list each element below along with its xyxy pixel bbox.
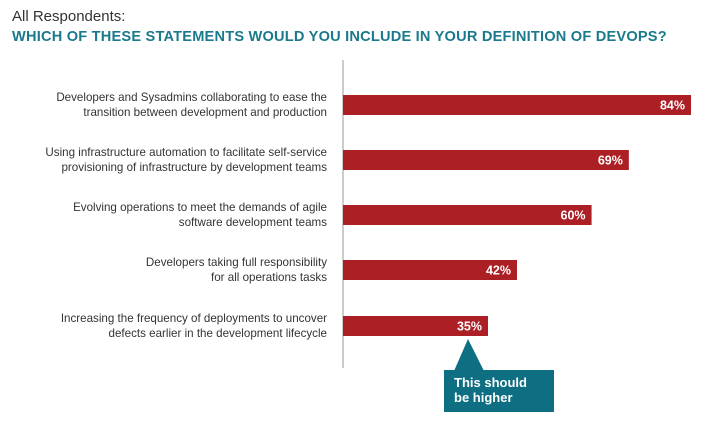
- category-label: transition between development and produ…: [83, 106, 327, 119]
- data-label: 42%: [486, 264, 511, 278]
- data-label: 35%: [457, 320, 482, 334]
- category-label: Increasing the frequency of deployments …: [61, 312, 327, 325]
- category-label: defects earlier in the development lifec…: [109, 327, 327, 340]
- callout-box: [444, 370, 554, 412]
- category-label: software development teams: [179, 216, 327, 229]
- category-label: Developers and Sysadmins collaborating t…: [56, 91, 327, 104]
- category-label: Evolving operations to meet the demands …: [73, 201, 327, 214]
- bar: [343, 316, 488, 336]
- data-label: 69%: [598, 154, 623, 168]
- callout-text: be higher: [454, 390, 513, 405]
- bar: [343, 95, 691, 115]
- callout-text: This should: [454, 375, 527, 390]
- category-label: Developers taking full responsibility: [146, 256, 327, 269]
- bar: [343, 205, 592, 225]
- data-label: 84%: [660, 99, 685, 113]
- category-label: provisioning of infrastructure by develo…: [61, 161, 327, 174]
- bar: [343, 150, 629, 170]
- chart-subtitle: All Respondents:: [12, 8, 126, 25]
- category-label: Using infrastructure automation to facil…: [45, 146, 327, 159]
- bar: [343, 260, 517, 280]
- data-label: 60%: [561, 209, 586, 223]
- chart-title: WHICH OF THESE STATEMENTS WOULD YOU INCL…: [12, 29, 667, 45]
- callout-pointer: [454, 339, 484, 371]
- category-label: for all operations tasks: [211, 271, 327, 284]
